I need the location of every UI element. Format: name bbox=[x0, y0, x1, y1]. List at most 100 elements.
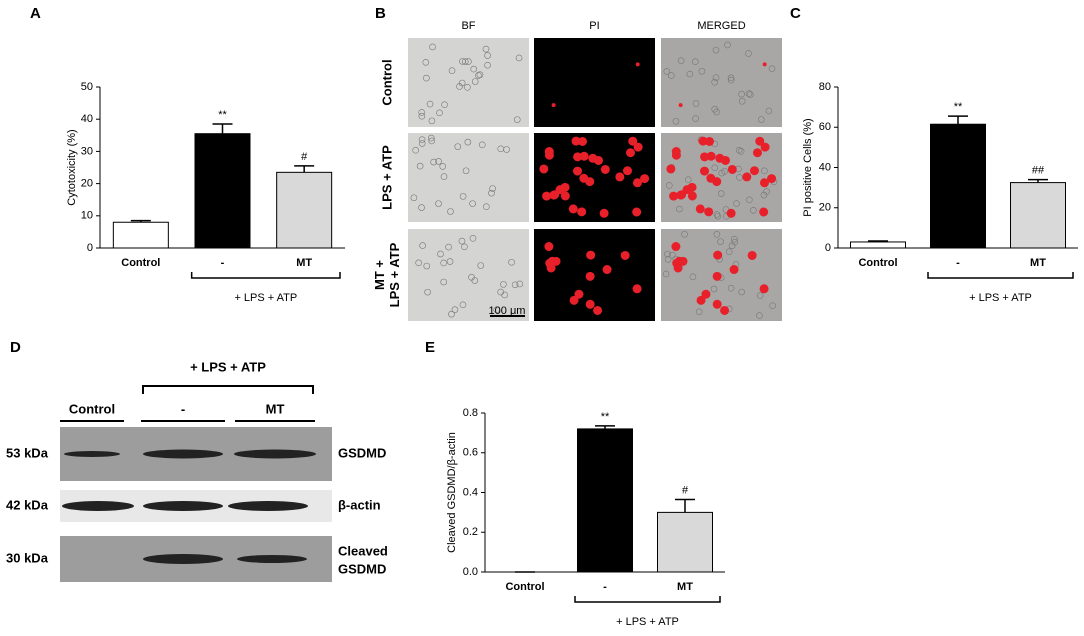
cell bbox=[667, 72, 675, 79]
lane-label: MT bbox=[266, 401, 285, 416]
cell bbox=[440, 278, 447, 286]
blot-band bbox=[62, 501, 134, 511]
pi-dot bbox=[712, 177, 722, 187]
panel-letter: A bbox=[30, 5, 41, 22]
cell bbox=[710, 285, 718, 293]
band-label: Cleaved bbox=[338, 543, 388, 558]
blot-band bbox=[143, 501, 223, 511]
cell bbox=[451, 306, 459, 313]
cell bbox=[436, 109, 443, 117]
pi-dot bbox=[712, 299, 722, 309]
blot-band bbox=[234, 449, 316, 459]
pi-dot bbox=[599, 208, 609, 218]
error-bar bbox=[212, 123, 233, 134]
cell bbox=[459, 301, 467, 309]
y-tick-label: 0.2 bbox=[463, 526, 478, 538]
pi-dot bbox=[573, 152, 583, 162]
pi-dot bbox=[727, 164, 737, 174]
blot-band bbox=[228, 501, 308, 511]
pi-dot bbox=[625, 148, 635, 158]
pi-dot bbox=[678, 103, 683, 108]
scale-bar-label: 100 μm bbox=[489, 305, 526, 317]
panel-letter: D bbox=[10, 339, 21, 356]
cell bbox=[745, 50, 752, 57]
bar bbox=[850, 241, 906, 249]
cell bbox=[458, 237, 466, 245]
cell bbox=[441, 101, 448, 109]
cell bbox=[761, 167, 768, 175]
bar bbox=[577, 428, 633, 573]
bar bbox=[194, 133, 251, 249]
row-label: Control bbox=[379, 59, 394, 105]
y-tick-label: 20 bbox=[819, 202, 831, 214]
pi-dot bbox=[620, 250, 630, 260]
x-tick-label: Control bbox=[858, 257, 897, 269]
cell bbox=[727, 284, 735, 292]
pi-dot bbox=[600, 164, 610, 174]
column-header: BF bbox=[461, 20, 475, 32]
group-bracket bbox=[927, 272, 1074, 279]
cell bbox=[470, 65, 478, 73]
band-label: GSDMD bbox=[338, 561, 386, 576]
cell bbox=[461, 58, 469, 65]
cell bbox=[418, 109, 426, 116]
cell bbox=[440, 173, 448, 180]
cell bbox=[714, 212, 722, 220]
pi-dot bbox=[747, 250, 757, 260]
pi-dot bbox=[687, 182, 697, 192]
cell bbox=[500, 281, 507, 288]
cell bbox=[475, 72, 482, 79]
cell bbox=[469, 200, 476, 207]
cell bbox=[672, 117, 680, 125]
x-tick-label: - bbox=[221, 257, 225, 269]
y-tick-label: 80 bbox=[819, 81, 831, 93]
panel-letter: C bbox=[790, 5, 801, 22]
y-tick-label: 60 bbox=[819, 121, 831, 133]
pi-dot bbox=[602, 265, 612, 275]
cell bbox=[664, 256, 672, 263]
pi-dot bbox=[632, 284, 642, 294]
pi-dot bbox=[671, 242, 681, 252]
cell bbox=[456, 83, 463, 90]
y-axis-label: Cleaved GSDMD/β-actin bbox=[446, 432, 458, 553]
pi-dot bbox=[700, 152, 710, 162]
cell bbox=[724, 41, 731, 49]
cell bbox=[423, 74, 430, 82]
group-bracket bbox=[574, 596, 721, 603]
cell bbox=[728, 242, 736, 250]
significance: # bbox=[682, 484, 689, 496]
bar bbox=[657, 511, 713, 573]
pi-dot bbox=[669, 191, 679, 201]
cell bbox=[698, 67, 706, 75]
group-label: + LPS + ATP bbox=[234, 292, 297, 304]
cell bbox=[482, 203, 490, 210]
significance: ** bbox=[954, 101, 963, 113]
micrograph bbox=[408, 133, 529, 222]
pi-dot bbox=[585, 271, 595, 281]
pi-dot bbox=[573, 166, 583, 176]
cell bbox=[757, 116, 765, 123]
y-tick-label: 40 bbox=[819, 161, 831, 173]
cell bbox=[664, 250, 671, 258]
significance: # bbox=[301, 151, 308, 163]
micrograph bbox=[408, 229, 529, 321]
y-tick-label: 0 bbox=[87, 242, 93, 254]
cell bbox=[689, 273, 697, 281]
y-axis-label: Cytotoxicity (%) bbox=[66, 129, 78, 205]
cell bbox=[482, 45, 490, 53]
pi-dot bbox=[586, 250, 596, 260]
cell bbox=[478, 141, 486, 149]
pi-dot bbox=[704, 207, 714, 217]
pi-dot bbox=[720, 305, 730, 315]
cell bbox=[745, 90, 753, 97]
band-label: β-actin bbox=[338, 497, 381, 512]
pi-dot bbox=[705, 136, 715, 146]
cell bbox=[459, 58, 466, 65]
panel-letter: B bbox=[375, 5, 386, 22]
cell bbox=[725, 248, 733, 255]
cell bbox=[415, 259, 422, 267]
cell bbox=[738, 288, 745, 296]
x-tick-label: Control bbox=[505, 581, 544, 593]
significance: ** bbox=[218, 109, 227, 121]
cell bbox=[439, 163, 447, 170]
